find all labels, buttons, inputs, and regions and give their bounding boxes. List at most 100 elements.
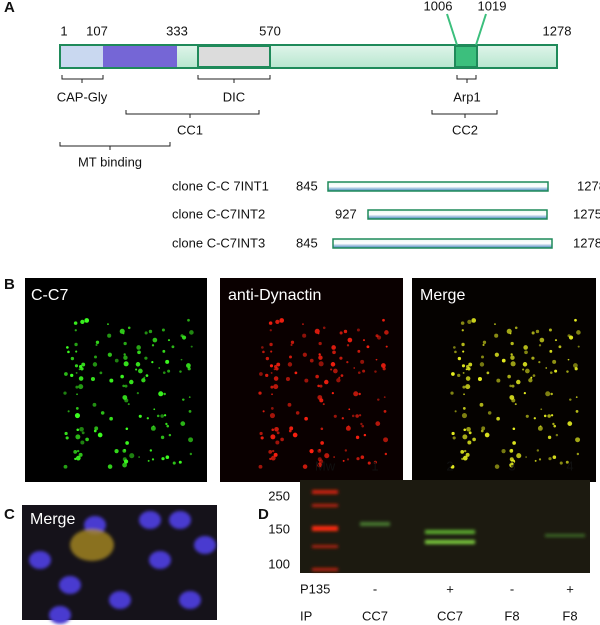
image-label: Merge: [30, 511, 75, 528]
punctum: [75, 434, 81, 440]
punctum: [339, 331, 343, 335]
punctum: [302, 352, 307, 357]
punctum: [540, 408, 543, 411]
punctum: [165, 422, 168, 426]
punctum: [63, 391, 67, 395]
bracket: [456, 75, 477, 83]
punctum: [468, 362, 473, 367]
panel-label: D: [258, 506, 269, 523]
punctum: [137, 350, 141, 355]
punctum: [81, 362, 86, 367]
punctum: [465, 452, 470, 457]
punctum: [288, 429, 292, 433]
bracket: [197, 75, 271, 83]
punctum: [292, 432, 298, 438]
clone-end: 1278: [573, 235, 600, 250]
punctum: [136, 345, 141, 350]
punctum: [522, 368, 525, 371]
punctum: [494, 323, 496, 326]
punctum: [64, 372, 68, 376]
punctum: [510, 341, 514, 346]
punctum: [269, 342, 273, 347]
band: [360, 522, 390, 526]
punctum: [80, 319, 85, 325]
punctum: [511, 398, 516, 403]
punctum: [317, 457, 322, 462]
punctum: [549, 371, 553, 374]
punctum: [158, 367, 161, 369]
punctum: [270, 434, 276, 440]
punctum: [472, 437, 476, 442]
row-value: CC7: [362, 608, 388, 623]
punctum: [322, 326, 326, 330]
punctum: [99, 371, 103, 375]
punctum: [348, 408, 351, 411]
punctum: [538, 361, 541, 364]
punctum: [543, 414, 547, 418]
punctum: [289, 355, 292, 359]
punctum: [453, 346, 456, 349]
punctum: [259, 372, 263, 376]
protein-bar: [59, 44, 558, 69]
punctum: [73, 321, 78, 325]
punctum: [360, 422, 363, 426]
gel: [300, 480, 590, 573]
clone-start: 845: [296, 178, 318, 193]
punctum: [75, 350, 78, 353]
punctum: [287, 362, 293, 367]
punctum: [127, 326, 131, 330]
punctum: [545, 367, 548, 369]
punctum: [535, 329, 540, 334]
punctum: [331, 391, 334, 395]
punctum: [271, 449, 275, 453]
punctum: [167, 369, 171, 373]
punctum: [486, 371, 490, 375]
punctum: [510, 355, 515, 360]
punctum: [357, 349, 361, 353]
punctum: [186, 363, 191, 368]
punctum: [287, 402, 292, 407]
punctum: [172, 461, 176, 465]
punctum: [462, 407, 466, 410]
punctum: [385, 345, 388, 348]
punctum: [454, 410, 457, 413]
punctum: [347, 337, 353, 343]
punctum: [360, 359, 365, 364]
punctum: [302, 323, 304, 326]
punctum: [314, 328, 320, 334]
basic-domain: [103, 46, 177, 67]
punctum: [533, 417, 536, 420]
punctum: [123, 341, 127, 346]
clone-start: 927: [335, 206, 357, 221]
punctum: [333, 368, 338, 374]
punctum: [461, 364, 466, 368]
punctum: [451, 431, 455, 436]
punctum: [120, 374, 124, 379]
punctum: [462, 371, 465, 374]
panel-label: B: [4, 276, 15, 293]
punctum: [514, 326, 518, 330]
punctum: [384, 452, 388, 456]
punctum: [107, 323, 109, 326]
punctum: [507, 374, 511, 379]
punctum: [271, 428, 275, 432]
punctum: [487, 411, 492, 415]
punctum: [262, 350, 265, 354]
punctum: [481, 355, 484, 359]
punctum: [74, 329, 77, 332]
punctum: [366, 345, 370, 349]
punctum: [565, 460, 569, 464]
punctum: [523, 345, 528, 350]
punctum: [189, 330, 194, 335]
punctum: [265, 373, 269, 377]
punctum: [525, 414, 529, 418]
punctum: [539, 337, 545, 343]
punctum: [270, 407, 274, 410]
punctum: [302, 464, 308, 469]
domain-label: MT binding: [78, 154, 142, 169]
clone-start: 845: [296, 235, 318, 250]
punctum: [567, 421, 573, 426]
punctum: [144, 356, 148, 360]
row-label: P135: [300, 581, 330, 596]
punctum: [122, 462, 127, 468]
